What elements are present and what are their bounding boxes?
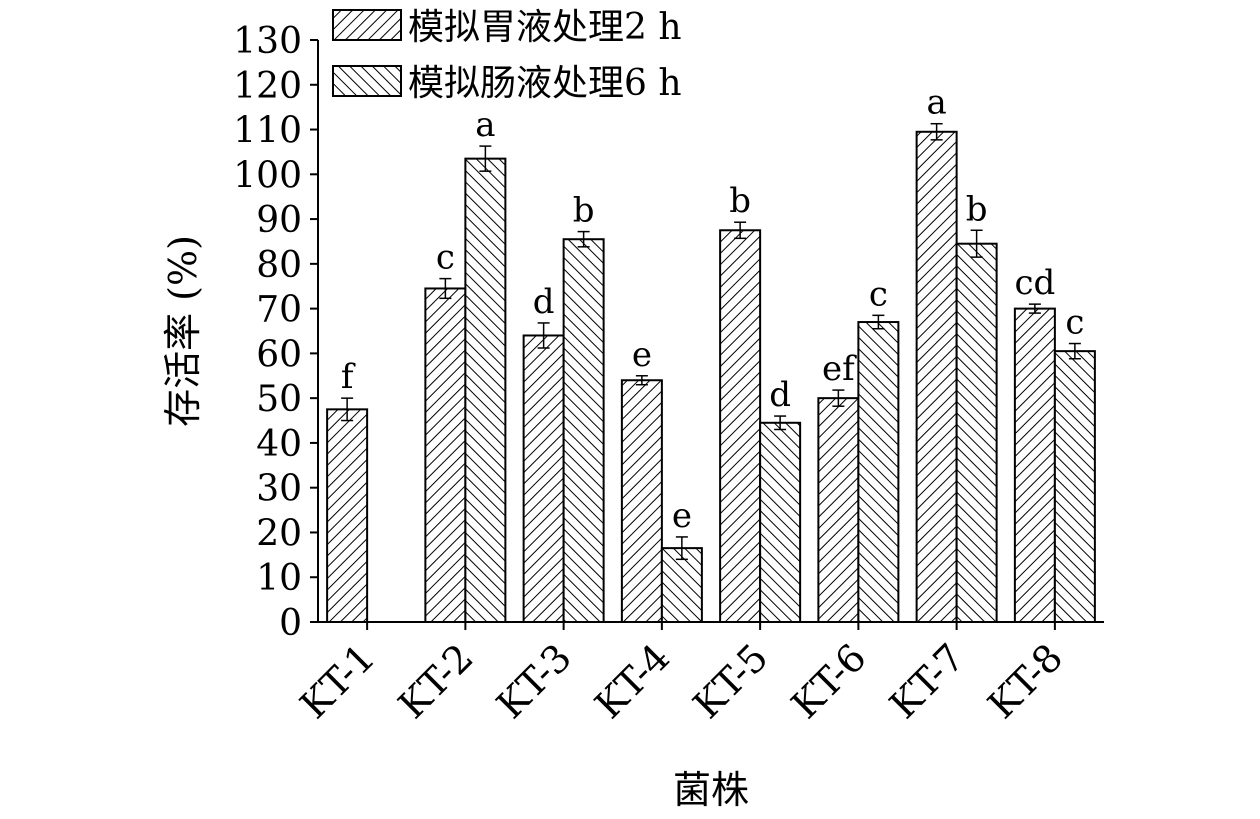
significance-letter: d bbox=[769, 375, 791, 415]
significance-letter: b bbox=[966, 189, 988, 229]
y-tick-label: 30 bbox=[256, 469, 302, 510]
bar bbox=[326, 408, 369, 623]
y-axis-title: 存活率 (%) bbox=[161, 235, 205, 427]
significance-letter: a bbox=[926, 83, 946, 123]
y-tick-label: 120 bbox=[233, 66, 302, 107]
x-tick-label: KT-6 bbox=[783, 635, 875, 727]
bar bbox=[857, 321, 900, 623]
significance-letter: c bbox=[869, 274, 888, 314]
bar bbox=[620, 379, 663, 623]
y-tick-label: 90 bbox=[256, 200, 302, 241]
legend-swatch-series-1 bbox=[332, 9, 402, 41]
bar bbox=[915, 130, 958, 623]
bar bbox=[759, 421, 802, 623]
significance-letter: e bbox=[672, 496, 692, 536]
x-tick-label: KT-4 bbox=[586, 635, 678, 727]
legend-label-series-2: 模拟肠液处理6 h bbox=[408, 63, 682, 104]
significance-letter: b bbox=[573, 191, 595, 231]
y-tick-label: 10 bbox=[256, 558, 302, 599]
x-tick-label: KT-3 bbox=[488, 635, 580, 727]
significance-letter: c bbox=[1065, 303, 1084, 343]
x-tick-label: KT-8 bbox=[979, 635, 1071, 727]
bar bbox=[562, 238, 605, 623]
y-tick-label: 130 bbox=[233, 21, 302, 62]
bar bbox=[424, 287, 467, 623]
significance-letter: f bbox=[341, 357, 356, 397]
legend-swatch-series-2 bbox=[332, 65, 402, 97]
y-tick-label: 100 bbox=[233, 155, 302, 196]
y-tick-label: 50 bbox=[256, 379, 302, 420]
y-tick-label: 0 bbox=[279, 603, 302, 644]
bar bbox=[1053, 350, 1096, 623]
y-tick-label: 110 bbox=[233, 111, 302, 152]
x-tick-label: KT-2 bbox=[390, 635, 482, 727]
bar bbox=[1013, 307, 1056, 623]
bar bbox=[522, 334, 565, 623]
significance-letter: b bbox=[729, 181, 751, 221]
significance-letter: d bbox=[533, 282, 555, 322]
bar bbox=[660, 547, 703, 624]
x-tick-label: KT-7 bbox=[881, 635, 973, 727]
x-tick-label: KT-1 bbox=[292, 635, 384, 727]
y-tick-label: 80 bbox=[256, 245, 302, 286]
x-axis-ticks: KT-1 KT-2 KT-3 KT-4 KT-5 KT-6 KT-7 KT-8 bbox=[292, 622, 1071, 727]
significance-letter: ef bbox=[822, 349, 857, 389]
y-tick-label: 40 bbox=[256, 424, 302, 465]
significance-letter: a bbox=[475, 105, 495, 145]
bar bbox=[955, 242, 998, 623]
y-tick-label: 60 bbox=[256, 334, 302, 375]
y-tick-label: 20 bbox=[256, 513, 302, 554]
significance-letter: e bbox=[632, 335, 652, 375]
x-tick-label: KT-5 bbox=[685, 635, 777, 727]
bar bbox=[464, 157, 507, 623]
legend: 模拟胃液处理2 h 模拟肠液处理6 h bbox=[332, 7, 682, 104]
legend-label-series-1: 模拟胃液处理2 h bbox=[408, 7, 682, 48]
significance-letter: cd bbox=[1014, 263, 1055, 303]
x-axis-title: 菌株 bbox=[673, 768, 749, 812]
y-tick-label: 70 bbox=[256, 290, 302, 331]
bar bbox=[817, 397, 860, 623]
bar bbox=[719, 229, 762, 623]
significance-letter: c bbox=[436, 238, 455, 278]
